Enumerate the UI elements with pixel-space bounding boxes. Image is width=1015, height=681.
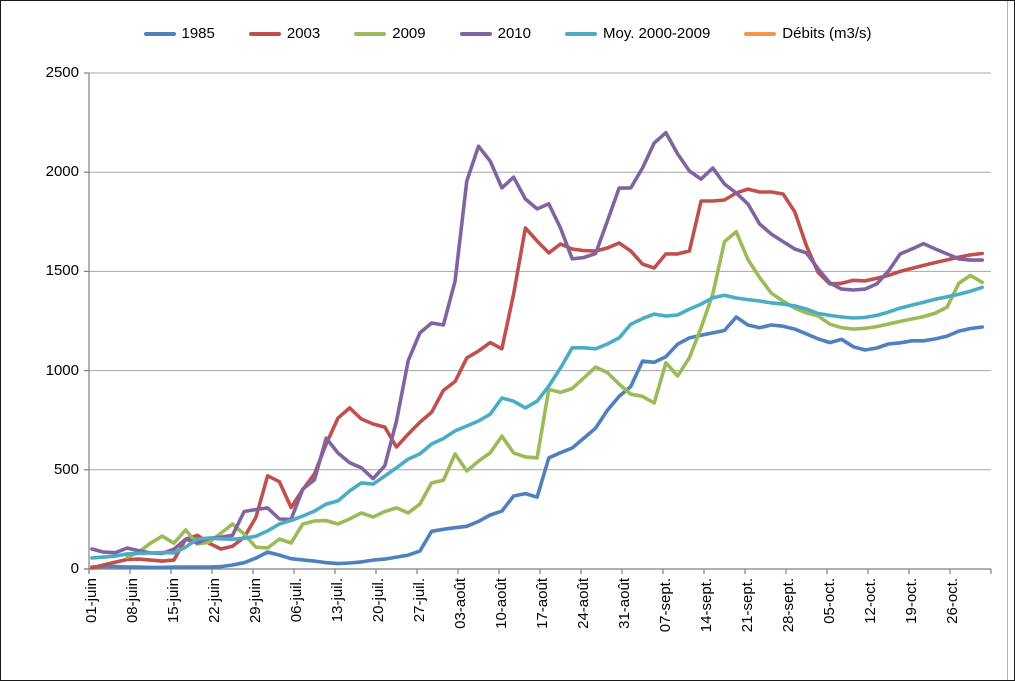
- legend-label: 2009: [392, 25, 426, 42]
- legend-line-swatch: [248, 31, 281, 36]
- legend-item-moy-2000-2009[interactable]: Moy. 2000-2009: [565, 25, 710, 42]
- x-axis-tick-label: 19-oct.: [902, 578, 920, 624]
- series-line-moy-2000-2009: [90, 285, 984, 560]
- legend-line-swatch: [565, 31, 597, 36]
- y-axis-tick-label: 500: [53, 460, 79, 478]
- x-axis-tick-label: 06-juil.: [287, 578, 305, 623]
- x-axis-tick-label: 01-juin: [82, 578, 100, 624]
- x-axis-tick-label: 14-sept.: [697, 578, 715, 633]
- x-axis-tick-label: 20-juil.: [369, 578, 387, 623]
- y-axis-tick-label: 1000: [45, 361, 79, 379]
- series-line-1985: [90, 315, 984, 570]
- x-axis-tick-label: 13-juil.: [328, 578, 346, 623]
- x-axis-tick-label: 03-août: [451, 578, 469, 629]
- x-axis-tick-label: 12-oct.: [861, 578, 879, 624]
- x-axis-tick-label: 17-août: [533, 578, 551, 629]
- chart-legend: 1985 2003 2009 2010 Moy. 2000-2009 Débits (m3…: [1, 25, 1014, 42]
- legend-item-2009[interactable]: 2009: [354, 25, 426, 42]
- y-axis-tick-label: 1500: [45, 262, 79, 280]
- legend-label: 1985: [181, 25, 215, 42]
- x-axis-tick-label: 31-août: [615, 578, 633, 629]
- legend-item-2010[interactable]: 2010: [459, 25, 531, 42]
- x-axis-tick-label: 15-juin: [164, 578, 182, 624]
- y-axis-tick-label: 2500: [45, 64, 79, 81]
- legend-item-d-bits-m3-s-[interactable]: Débits (m3/s): [744, 25, 871, 42]
- x-axis-tick-label: 27-juil.: [410, 578, 428, 623]
- chart-frame-border: [1007, 1, 1008, 680]
- legend-line-swatch: [143, 31, 176, 36]
- x-axis-tick-label: 10-août: [492, 578, 510, 629]
- x-axis-tick-label: 07-sept.: [656, 578, 674, 633]
- series-line-2003: [90, 187, 984, 570]
- x-axis-tick-label: 22-juin: [205, 578, 223, 624]
- legend-label: 2010: [497, 25, 531, 42]
- legend-line-swatch: [459, 31, 492, 36]
- y-axis-tick-label: 2000: [45, 163, 79, 181]
- x-axis-tick-label: 05-oct.: [820, 578, 838, 624]
- legend-line-swatch: [354, 31, 387, 36]
- series-line-2009: [125, 229, 984, 559]
- legend-line-swatch: [744, 31, 777, 36]
- x-axis-tick-label: 24-août: [574, 578, 592, 629]
- legend-item-2003[interactable]: 2003: [248, 25, 321, 42]
- y-axis-tick-label: 0: [70, 560, 79, 577]
- legend-label: Moy. 2000-2009: [603, 25, 711, 42]
- series-line-2010: [90, 130, 984, 556]
- x-axis-tick-label: 21-sept.: [738, 578, 756, 633]
- legend-item-1985[interactable]: 1985: [143, 25, 215, 42]
- x-axis-tick-label: 29-juin: [246, 578, 264, 624]
- x-axis-tick-label: 08-juin: [123, 578, 141, 624]
- legend-label: Débits (m3/s): [782, 25, 872, 42]
- x-axis-tick-label: 28-sept.: [779, 578, 797, 633]
- legend-label: 2003: [286, 25, 321, 42]
- x-axis-tick-label: 26-oct.: [943, 578, 961, 624]
